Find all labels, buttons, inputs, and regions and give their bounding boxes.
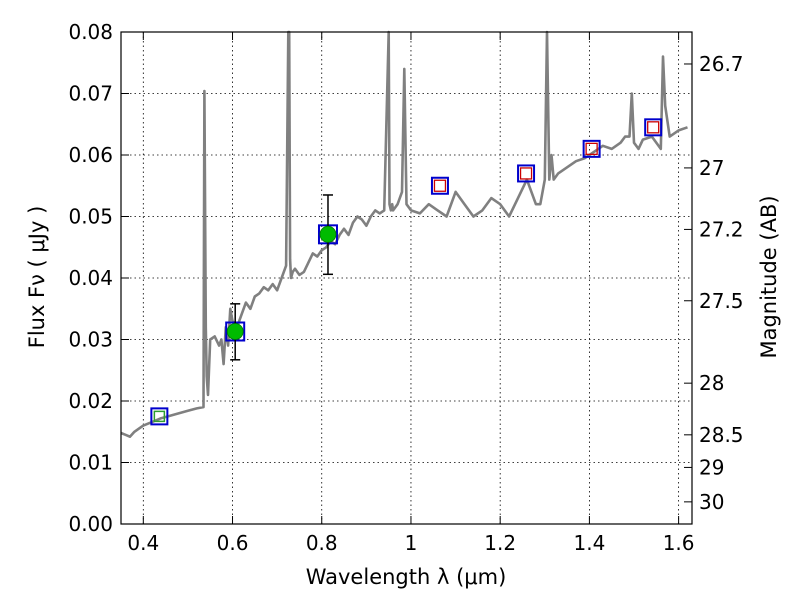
x-tick-label: 1.2 [484,531,516,555]
mag-tick-label: 27.2 [699,217,744,241]
mag-tick-label: 30 [699,490,724,514]
mag-tick-label: 28.5 [699,423,744,447]
green-box-marker [153,410,166,423]
x-tick-label: 1.4 [573,531,605,555]
y-tick-label: 0.08 [68,20,113,44]
mag-tick-label: 26.7 [699,52,744,76]
x-tick-label: 1 [405,531,418,555]
mag-tick-label: 28 [699,371,724,395]
upper-limit-marker [585,142,598,156]
mag-tick-label: 27 [699,156,724,180]
detection-point [226,323,244,340]
y-tick-label: 0.06 [68,143,113,167]
model-box-marker [644,118,663,137]
y-tick-label: 0.03 [68,328,113,352]
y2-axis-label: Magnitude (AB) [757,195,781,358]
model-box-marker [150,407,169,426]
x-tick-label: 1.6 [663,531,695,555]
y-tick-label: 0.05 [68,205,113,229]
upper-limit-marker [647,121,660,134]
x-tick-label: 0.8 [306,531,338,555]
model-box-marker [430,176,449,195]
spectrum-line [120,30,688,439]
x-tick-label: 0.6 [217,531,249,555]
x-tick-label: 0.4 [127,531,159,555]
y-tick-label: 0.02 [68,389,113,413]
y-tick-label: 0.00 [68,512,113,536]
y-tick-label: 0.01 [68,451,113,475]
mag-tick-label: 27.5 [699,289,744,313]
y-axis-label: Flux Fν ( μJy ) [25,206,49,349]
upper-limit-marker [519,167,533,180]
plot-layer [120,30,688,439]
y-tick-label: 0.04 [68,266,113,290]
tick-layer: 0.4 0.6 0.8 1 1.2 1.4 1.6 0.00 0.01 0.02 0.03 0.04 0… [68,20,743,555]
detection-point [319,225,337,243]
upper-limit-marker [433,179,447,192]
model-box-marker [517,164,536,183]
model-box-marker [582,139,601,158]
mag-tick-label: 29 [699,455,724,479]
x-axis-label: Wavelength λ (μm) [306,565,507,589]
y-tick-label: 0.07 [68,82,113,106]
